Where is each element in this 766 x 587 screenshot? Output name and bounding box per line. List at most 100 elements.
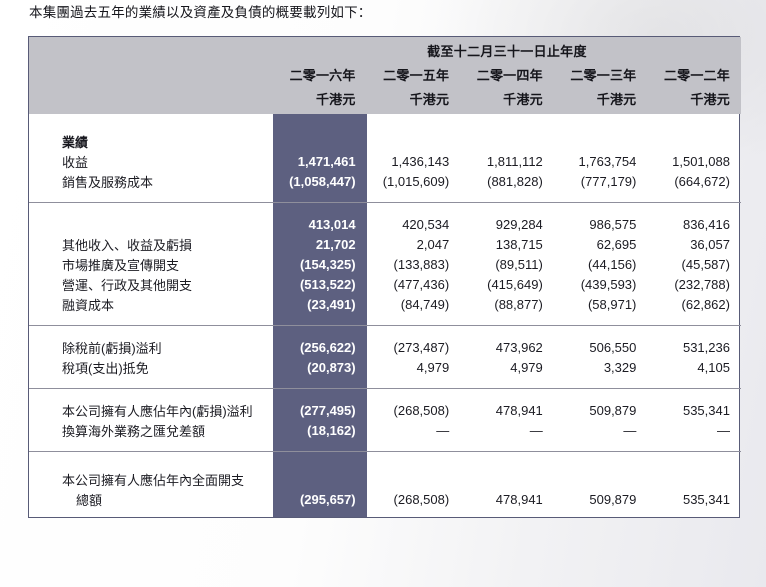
row-label: 本公司擁有人應佔年內(虧損)溢利: [62, 403, 253, 419]
cell-2012: (62,862): [681, 296, 730, 312]
cell-2012: 531,236: [682, 339, 730, 355]
cell-2016: (295,657): [273, 489, 367, 509]
unit-header-2016: 千港元: [273, 86, 367, 114]
cell-2013: —: [623, 422, 637, 438]
table-row: 413,014 420,534 929,284 986,575 836,416: [29, 214, 741, 234]
cell-2016: 21,702: [273, 234, 367, 254]
cell-2014: (415,649): [487, 276, 543, 292]
row-label: 收益: [62, 154, 89, 170]
cell-2015: (477,436): [393, 276, 450, 292]
cell-2014: 478,941: [495, 402, 543, 418]
cell-2014: 478,941: [495, 491, 543, 507]
table-row: 收益 1,471,461 1,436,143 1,811,112 1,763,7…: [29, 151, 741, 171]
header-corner-blank: [29, 37, 273, 63]
cell-2015: 1,436,143: [391, 153, 450, 169]
spacer-row: [29, 202, 741, 214]
section-divider: [29, 377, 741, 389]
row-label: 融資成本: [62, 297, 115, 313]
cell-2016: (1,058,447): [273, 171, 367, 191]
year-header-2012: 二零一二年: [647, 63, 741, 86]
cell-2016: (513,522): [273, 274, 367, 294]
cell-2013: 62,695: [596, 236, 637, 252]
cell-2015: —: [436, 422, 450, 438]
unit-header-2012: 千港元: [647, 86, 741, 114]
row-label: [29, 214, 273, 234]
row-label: 其他收入、收益及虧損: [62, 237, 193, 253]
cell-2014: 4,979: [510, 359, 543, 375]
cell-2012: 1,501,088: [672, 153, 730, 169]
cell-2015: (268,508): [393, 402, 450, 418]
table-header: 截至十二月三十一日止年度 二零一六年 二零一五年 二零一四年 二零一三年 二零一…: [29, 37, 741, 114]
unit-header-2013: 千港元: [553, 86, 648, 114]
table-row: 換算海外業務之匯兌差額 (18,162) — — — —: [29, 420, 741, 440]
cell-2012: 36,057: [690, 236, 730, 252]
cell-2015: (268,508): [393, 491, 450, 507]
cell-2013: 3,329: [603, 359, 637, 375]
cell-2013: (44,156): [587, 256, 637, 272]
row-label: 稅項(支出)抵免: [62, 360, 149, 376]
five-year-summary-table: 截至十二月三十一日止年度 二零一六年 二零一五年 二零一四年 二零一三年 二零一…: [28, 36, 741, 518]
section-heading-row: 業績: [29, 131, 741, 151]
cell-2012: (664,672): [674, 173, 730, 189]
cell-2016: (18,162): [273, 420, 367, 440]
section-heading-results: 業績: [62, 134, 89, 150]
cell-2015: (84,749): [400, 296, 450, 312]
cell-2014: 473,962: [495, 339, 543, 355]
period-header: 截至十二月三十一日止年度: [273, 37, 741, 63]
cell-2016: (154,325): [273, 254, 367, 274]
cell-2013: (58,971): [587, 296, 637, 312]
year-header-2016: 二零一六年: [273, 63, 367, 86]
year-header-row: 二零一六年 二零一五年 二零一四年 二零一三年 二零一二年: [29, 63, 741, 86]
cell-2016: (20,873): [273, 357, 367, 377]
row-label: 本公司擁有人應佔年內全面開支: [62, 472, 245, 488]
spacer-row: [29, 114, 741, 131]
cell-2013: (439,593): [580, 276, 637, 292]
cell-2015: 4,979: [416, 359, 450, 375]
row-label: 市場推廣及宣傳開支: [62, 257, 180, 273]
cell-2013: 506,550: [589, 339, 637, 355]
intro-paragraph: 本集團過去五年的業績以及資產及負債的概要載列如下：: [29, 5, 372, 20]
unit-header-row: 千港元 千港元 千港元 千港元 千港元: [29, 86, 741, 114]
table-row: 本公司擁有人應佔年內(虧損)溢利 (277,495) (268,508) 478…: [29, 400, 741, 420]
cell-2013: (777,179): [580, 173, 637, 189]
cell-2012: 535,341: [682, 402, 730, 418]
row-label: 除稅前(虧損)溢利: [62, 340, 162, 356]
table-row: 融資成本 (23,491) (84,749) (88,877) (58,971)…: [29, 294, 741, 314]
cell-2016: (256,622): [273, 337, 367, 357]
row-label: 營運、行政及其他開支: [62, 277, 193, 293]
cell-2015: (1,015,609): [382, 173, 450, 189]
year-header-2013: 二零一三年: [553, 63, 648, 86]
table-row: 市場推廣及宣傳開支 (154,325) (133,883) (89,511) (…: [29, 254, 741, 274]
table-row: 除稅前(虧損)溢利 (256,622) (273,487) 473,962 50…: [29, 337, 741, 357]
cell-2016: (277,495): [273, 400, 367, 420]
year-header-2015: 二零一五年: [366, 63, 461, 86]
cell-2012: (232,788): [674, 276, 730, 292]
cell-2012: (45,587): [681, 256, 730, 272]
cell-2014: 138,715: [495, 236, 543, 252]
cell-2016: 1,471,461: [273, 151, 367, 171]
row-label: 換算海外業務之匯兌差額: [62, 423, 206, 439]
cell-2015: (133,883): [393, 256, 450, 272]
unit-header-blank: [29, 86, 273, 114]
spacer-row: [29, 451, 741, 469]
year-header-2014: 二零一四年: [460, 63, 554, 86]
cell-2012: 836,416: [682, 216, 730, 232]
cell-2015: (273,487): [393, 339, 450, 355]
spacer-row: [29, 388, 741, 400]
cell-2014: (88,877): [494, 296, 543, 312]
cell-2014: —: [529, 422, 543, 438]
spacer-row: [29, 325, 741, 337]
cell-2014: 1,811,112: [486, 153, 543, 169]
section-divider: [29, 440, 741, 452]
cell-2013: 986,575: [589, 216, 637, 232]
cell-2014: (89,511): [495, 256, 543, 272]
cell-2013: 1,763,754: [578, 153, 637, 169]
cell-2014: 929,284: [495, 216, 543, 232]
table-row: 銷售及服務成本 (1,058,447) (1,015,609) (881,828…: [29, 171, 741, 191]
cell-2016: 413,014: [273, 214, 367, 234]
cell-2012: 535,341: [682, 491, 730, 507]
unit-header-2014: 千港元: [460, 86, 554, 114]
section-divider: [29, 191, 741, 203]
cell-2012: 4,105: [697, 359, 730, 375]
